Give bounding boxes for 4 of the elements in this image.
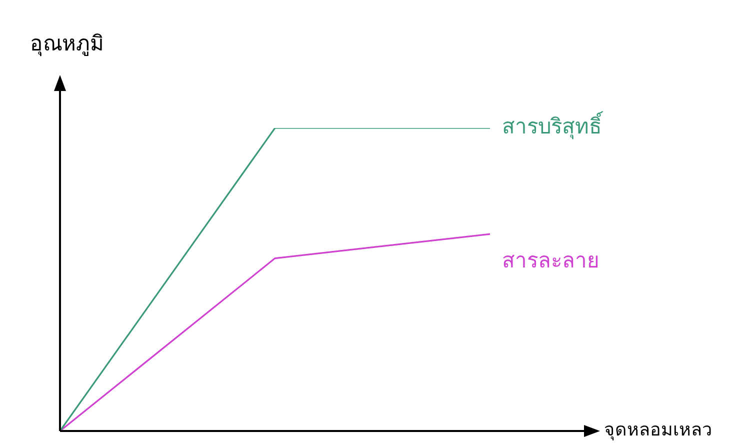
x-axis-title: จุดหลอมเหลว <box>604 420 712 441</box>
y-axis-title: อุณหภูมิ <box>30 31 104 56</box>
series-label: สารบริสุทธิ์ <box>502 110 604 140</box>
series-label: สารละลาย <box>502 248 599 273</box>
